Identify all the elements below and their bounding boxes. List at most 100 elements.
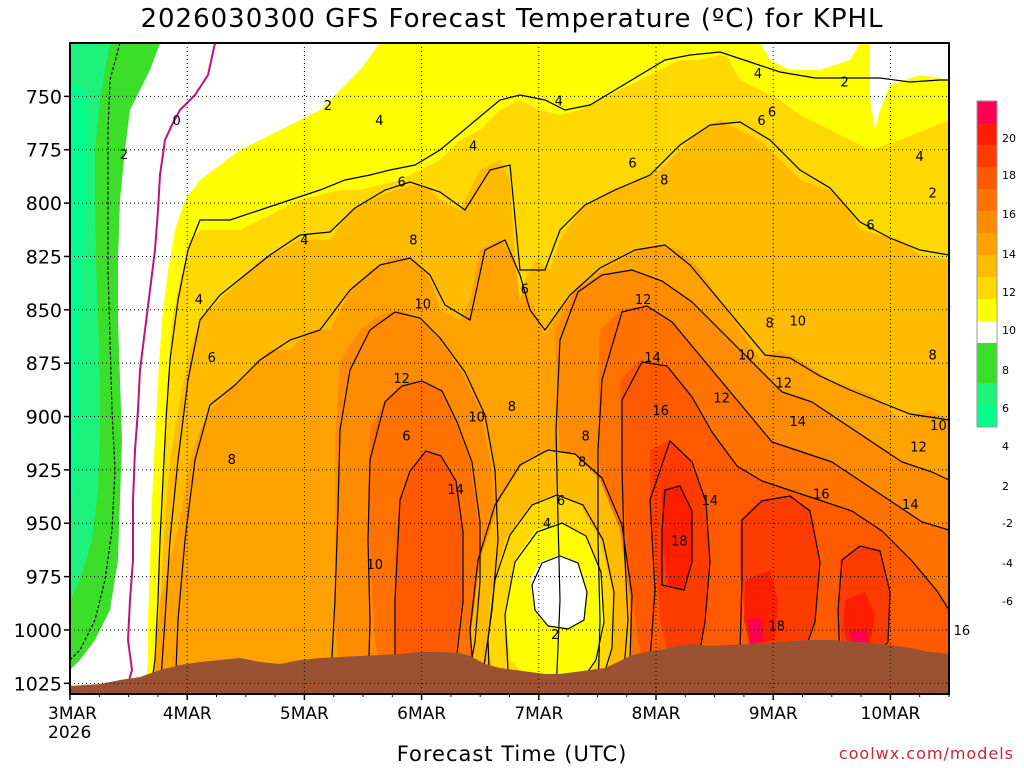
colorbar-frame	[976, 100, 998, 428]
contour-label: 4	[195, 293, 203, 308]
colorbar-tick: 14	[1002, 248, 1016, 261]
contour-label: 8	[228, 453, 236, 468]
contour-label: 18	[671, 534, 688, 549]
contour-label: 2	[324, 99, 332, 114]
x-tick-label: 9MAR	[749, 704, 798, 724]
colorbar-segment	[977, 299, 997, 321]
contour-label: 10	[366, 558, 383, 573]
contour-label: 14	[447, 483, 464, 498]
x-axis: 3MAR 4MAR 5MAR 6MAR 7MAR 8MAR 9MAR 10MAR 2026	[48, 694, 950, 743]
contour-label: 10	[468, 411, 485, 426]
colorbar-segment	[977, 211, 997, 233]
band-0-2-upper-right	[870, 43, 949, 130]
band-0-2-7mar	[530, 555, 587, 628]
colorbar-tick: 2	[1002, 480, 1009, 493]
contour-label: 2	[120, 148, 128, 163]
contour-label: 6	[402, 430, 410, 445]
contour-label: 14	[902, 498, 919, 513]
contour-label: 14	[702, 494, 719, 509]
y-tick-label: 925	[26, 460, 62, 482]
contour-label: 8	[660, 174, 668, 189]
contour-lines	[70, 43, 949, 694]
grid	[70, 43, 949, 694]
contour-label: 6	[757, 114, 765, 129]
colorbar-tick: -2	[1002, 517, 1013, 530]
band-neg-colder	[70, 80, 88, 520]
y-axis: 750 775 800 825 850 875 900 925 950 975 1000 1025	[14, 86, 70, 695]
colorbar-tick: -4	[1002, 557, 1013, 570]
colorbar-tick: 12	[1002, 286, 1016, 299]
contour-label: 12	[775, 376, 792, 391]
y-tick-label: 975	[26, 567, 62, 589]
contour-label: 8	[928, 349, 936, 364]
y-tick-label: 800	[26, 193, 62, 215]
contour-label: 16	[954, 624, 971, 639]
chart-title: 2026030300 GFS Forecast Temperature (ºC)…	[140, 4, 884, 34]
contour-label: 10	[738, 349, 755, 364]
terrain	[70, 640, 949, 694]
colorbar-tick: 16	[1002, 208, 1016, 221]
colorbar-segment	[977, 101, 997, 123]
x-tick-label: 7MAR	[514, 704, 563, 724]
source-credit: coolwx.com/models	[838, 744, 1014, 763]
contour-label: 16	[813, 487, 830, 502]
y-tick-label: 1025	[14, 673, 62, 695]
contour-label: 10	[790, 314, 807, 329]
x-tick-label: 4MAR	[163, 704, 212, 724]
contour-labels: 0224444466666668888888101010101010121212…	[120, 67, 970, 643]
contour-label: 6	[521, 282, 529, 297]
contour-label: 4	[375, 114, 383, 129]
contour-label: 4	[300, 233, 308, 248]
contour-label: 10	[930, 419, 947, 434]
contour-label: 10	[414, 297, 431, 312]
contour-label: 14	[644, 351, 661, 366]
colorbar-segment	[977, 233, 997, 255]
contour-label: 8	[582, 430, 590, 445]
contour-label: 6	[557, 494, 565, 509]
contour-label: 14	[790, 415, 807, 430]
contour-label: 18	[768, 620, 785, 635]
x-tick-year: 2026	[48, 723, 91, 743]
band-0-2-upper-right-2	[760, 43, 860, 70]
colorbar-segment	[977, 363, 997, 383]
colorbar-tick: -6	[1002, 595, 1013, 608]
contour-label: 6	[768, 105, 776, 120]
colorbar-segment	[977, 405, 997, 427]
band-18-20-8mar	[662, 485, 692, 590]
x-tick-label: 10MAR	[861, 704, 921, 724]
colorbar-tick: 4	[1002, 440, 1009, 453]
freezing-line	[124, 43, 216, 694]
y-tick-label: 875	[26, 353, 62, 375]
contour-label: 2	[841, 75, 849, 90]
band-4-6	[70, 43, 949, 694]
contour-label: 12	[713, 391, 730, 406]
contour-label: 2	[928, 186, 936, 201]
colorbar: 20 18 16 14 12 10 8 6 4 2 -2 -4 -6	[976, 100, 1016, 608]
contour-label: 12	[393, 372, 410, 387]
band-0-2	[70, 43, 380, 694]
colorbar-segment	[977, 343, 997, 363]
contour-label: 6	[628, 157, 636, 172]
contour-label: 8	[409, 233, 417, 248]
contour-label: 2	[551, 628, 559, 643]
contour-label: 8	[766, 317, 774, 332]
contour-label: 0	[173, 114, 181, 129]
x-tick-label: 3MAR	[48, 704, 97, 724]
contour-label: 6	[866, 218, 874, 233]
contour-label: 12	[635, 293, 652, 308]
contour-label: 4	[543, 517, 551, 532]
colorbar-tick: 8	[1002, 364, 1009, 377]
colorbar-segment	[977, 277, 997, 299]
y-tick-label: 750	[26, 86, 62, 108]
contour-label: 4	[916, 150, 924, 165]
band-gt20-9mar	[748, 618, 764, 645]
colorbar-segment	[977, 321, 997, 343]
colorbar-tick: 6	[1002, 402, 1009, 415]
x-tick-label: 5MAR	[280, 704, 329, 724]
y-tick-label: 850	[26, 300, 62, 322]
contour-label: 12	[910, 440, 927, 455]
contour-label: 8	[508, 400, 516, 415]
y-tick-label: 900	[26, 407, 62, 429]
contour-label: 16	[652, 404, 669, 419]
